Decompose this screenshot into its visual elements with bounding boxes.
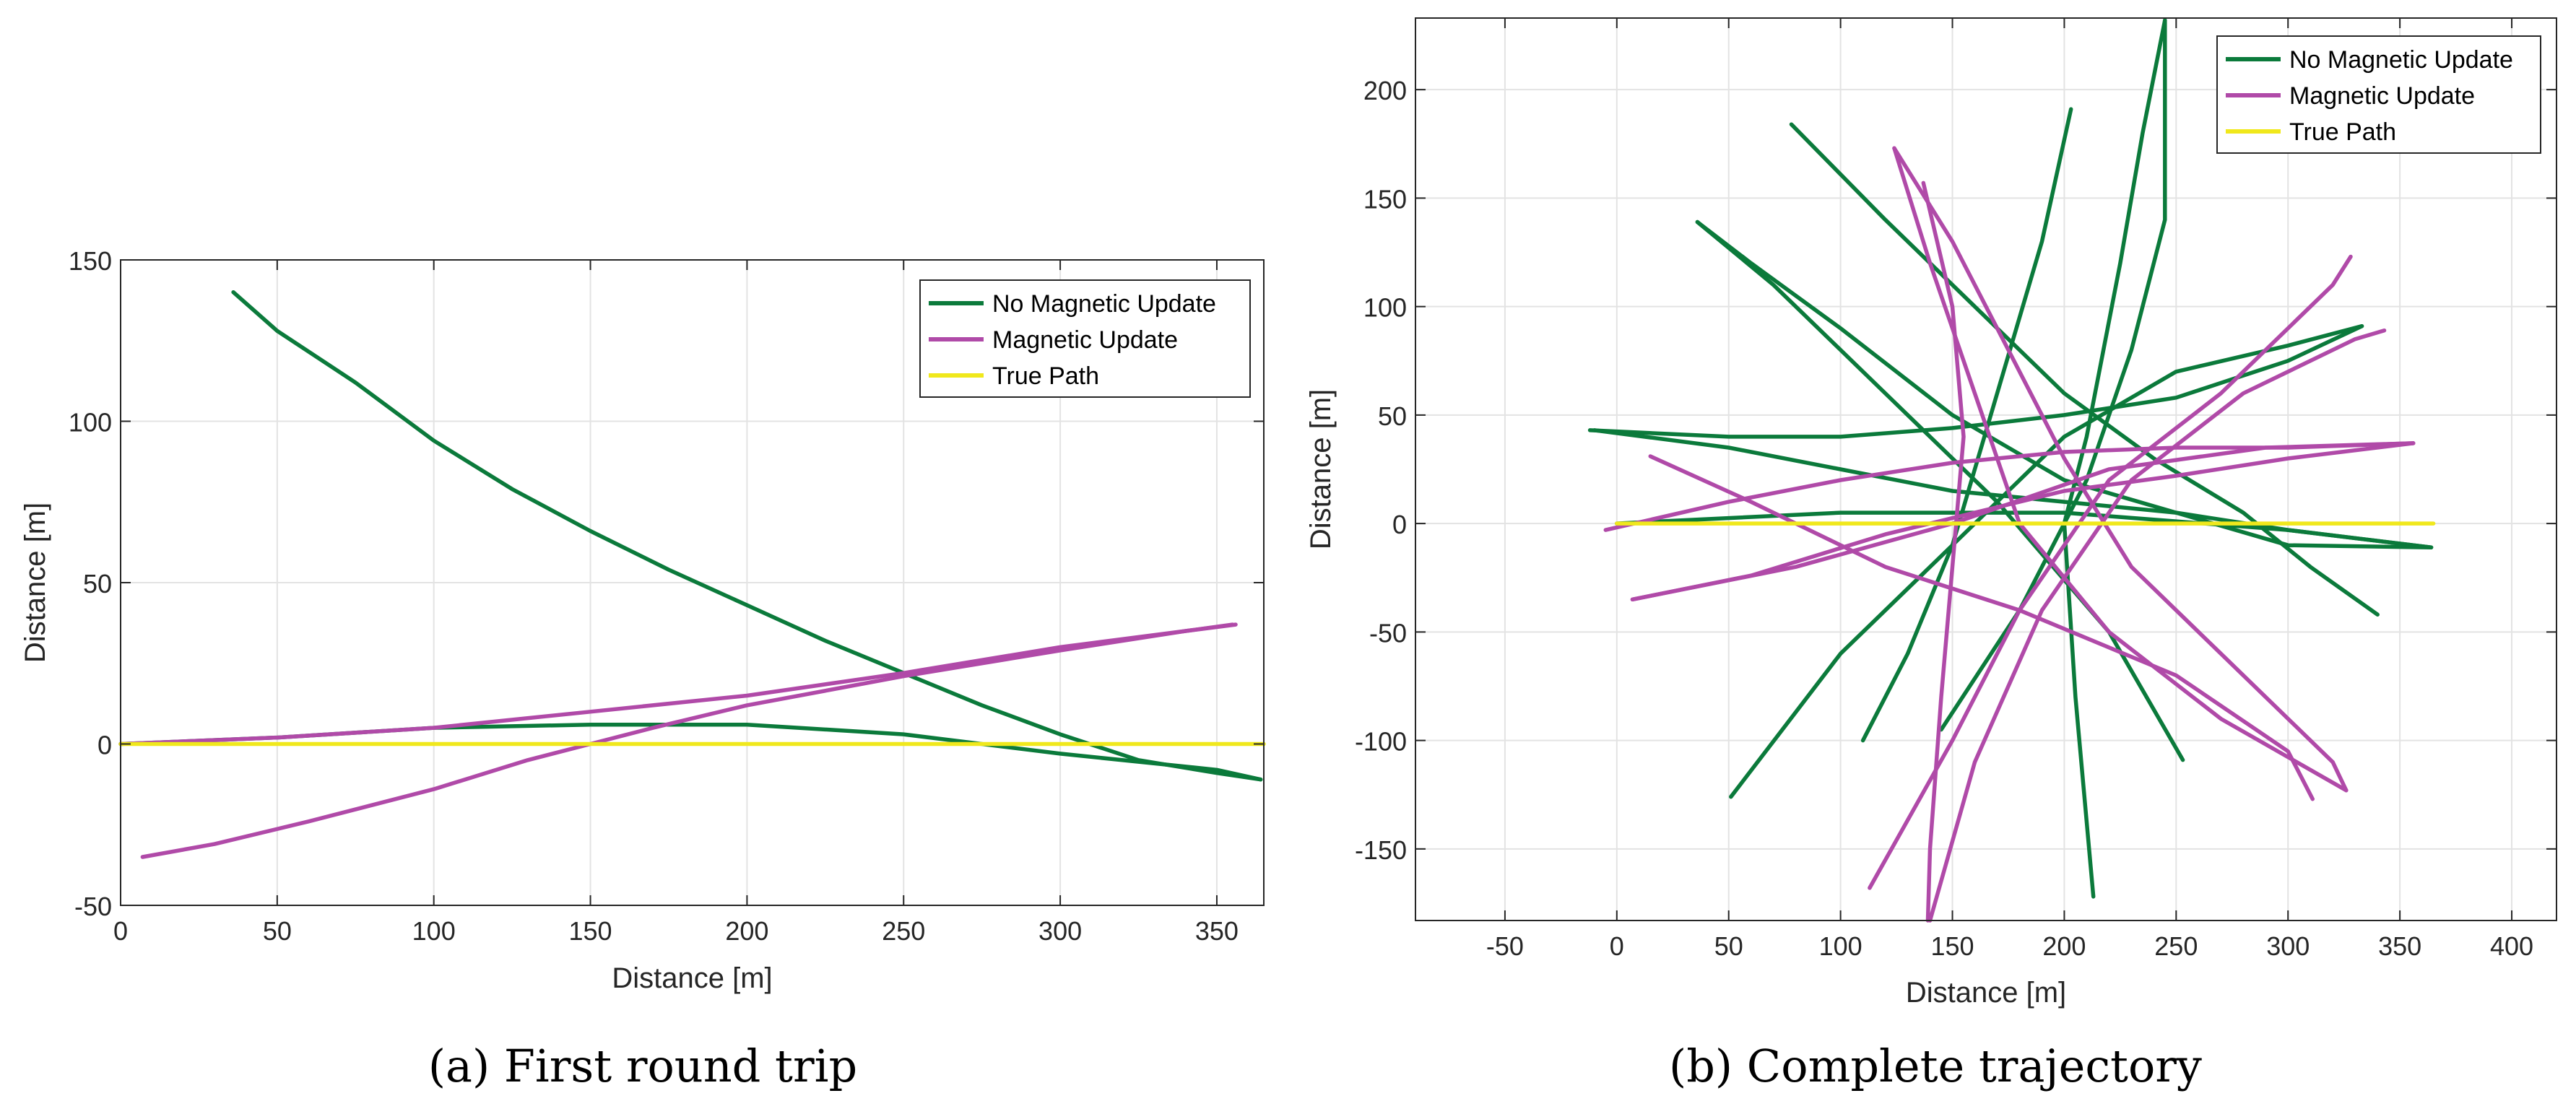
a-x-tick-label: 150	[569, 916, 612, 946]
a-series-magnetic-update-path-1	[118, 622, 1238, 747]
a-y-tick-label: 0	[97, 731, 112, 760]
a-x-tick-label: 200	[725, 916, 768, 946]
b-y-tick-label: 0	[1392, 510, 1407, 539]
a-legend-label-true-path: True Path	[992, 362, 1099, 390]
b-series-no-magnetic-update-path-5	[1615, 510, 2434, 549]
b-series-no-magnetic-update-path-0	[1587, 323, 2364, 439]
a-y-tick-label: 150	[69, 246, 112, 276]
b-series-no-magnetic-update-path-7	[2062, 18, 2167, 899]
b-x-tick-label: 200	[2042, 931, 2086, 961]
b-x-tick-label: 250	[2154, 931, 2198, 961]
b-series-no-magnetic-update-path-8	[1939, 18, 2167, 732]
a-x-tick-label: 50	[263, 916, 292, 946]
a-x-tick-label: 350	[1195, 916, 1239, 946]
b-y-axis-label: Distance [m]	[1305, 389, 1337, 549]
b-x-tick-label: 0	[1610, 931, 1624, 961]
b-x-tick-label: 400	[2490, 931, 2533, 961]
b-series-no-magnetic-update-path-9	[1695, 219, 2434, 549]
b-legend-label-true-path: True Path	[2289, 118, 2396, 146]
b-y-tick-label: 200	[1363, 76, 1407, 105]
a-x-axis-label: Distance [m]	[612, 962, 772, 994]
b-y-tick-label: 50	[1378, 401, 1407, 431]
b-series-magnetic-update-path-8	[1892, 146, 2349, 793]
b-x-axis-label: Distance [m]	[1906, 977, 2066, 1009]
b-y-tick-label: -50	[1369, 618, 1407, 648]
a-legend-label-no-magnetic-update: No Magnetic Update	[992, 290, 1216, 318]
b-series-magnetic-update-path-7	[1630, 441, 2416, 602]
panel-b-complete-trajectory: -50 0 50 100 150 200 250 300 350 400 -150 -100 -50 0 5…	[1305, 17, 2557, 1092]
b-y-tick-label: -100	[1355, 727, 1407, 757]
b-y-tick-label: 100	[1363, 293, 1407, 323]
b-series-magnetic-update-path-4	[1921, 180, 1966, 923]
b-series-no-magnetic-update-path-6	[1860, 107, 2073, 743]
a-series-no-magnetic-update-path-0	[231, 290, 1263, 782]
b-x-tick-label: 150	[1930, 931, 1974, 961]
b-series-no-magnetic-update-path-1	[1789, 122, 2380, 617]
b-x-tick-label: 100	[1819, 931, 1862, 961]
a-y-axis-label: Distance [m]	[19, 502, 51, 663]
b-y-tick-label: -150	[1355, 835, 1407, 865]
b-plot-area	[1415, 18, 2557, 921]
a-y-tick-label: 100	[69, 408, 112, 438]
b-x-tick-label: 300	[2266, 931, 2310, 961]
panel-a-first-round-trip: 0 50 100 150 200 250 300 350-50050100150Distanc…	[19, 246, 1266, 1092]
b-axis-box	[1415, 17, 2557, 921]
a-x-tick-label: 250	[882, 916, 925, 946]
a-x-tick-label: 100	[412, 916, 456, 946]
b-series-magnetic-update-path-6	[1927, 328, 2387, 923]
b-x-tick-label: 350	[2378, 931, 2421, 961]
a-y-tick-label: -50	[74, 892, 112, 921]
b-y-tick-label: 150	[1363, 184, 1407, 214]
b-legend-label-magnetic-update: Magnetic Update	[2289, 82, 2475, 110]
a-legend: No Magnetic Update Magnetic Update True Pa…	[919, 279, 1251, 398]
a-series-magnetic-update-path-0	[140, 622, 1235, 859]
a-y-tick-label: 50	[83, 569, 112, 599]
b-series-no-magnetic-update-path-3	[1729, 323, 2364, 799]
b-x-tick-label: -50	[1486, 931, 1524, 961]
b-legend: No Magnetic Update Magnetic Update True Pa…	[2216, 35, 2541, 154]
b-series-magnetic-update-path-5	[1868, 254, 2353, 890]
a-caption: (a) First round trip	[428, 1040, 857, 1092]
b-legend-label-no-magnetic-update: No Magnetic Update	[2289, 46, 2513, 74]
a-x-tick-label: 300	[1038, 916, 1082, 946]
b-caption: (b) Complete trajectory	[1669, 1040, 2202, 1092]
a-legend-label-magnetic-update: Magnetic Update	[992, 326, 1178, 354]
a-x-tick-label: 0	[113, 916, 128, 946]
b-x-tick-label: 50	[1714, 931, 1743, 961]
